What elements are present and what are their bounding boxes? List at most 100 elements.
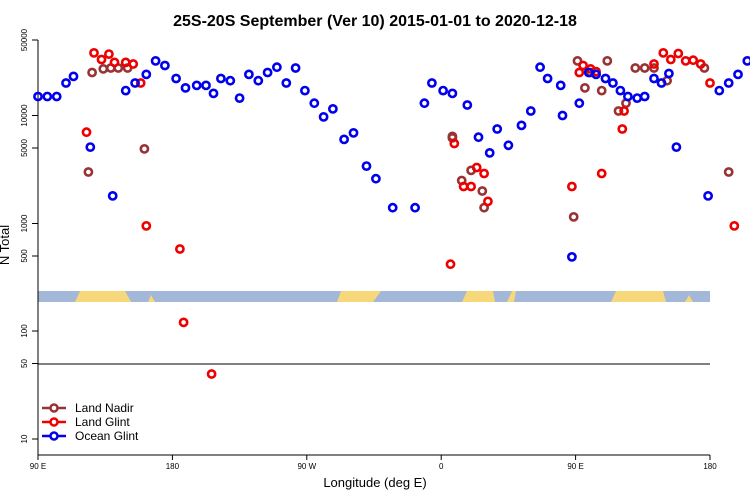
x-tick-label-180-1: 180 (166, 462, 180, 471)
point-ocean-glint-3 (61, 78, 71, 88)
point-land-nadir-23 (649, 63, 659, 73)
point-land-glint-2 (96, 54, 107, 65)
point-ocean-glint-14 (191, 80, 202, 91)
point-land-glint-25 (617, 124, 628, 134)
point-land-nadir-17 (596, 85, 607, 96)
point-ocean-glint-66 (714, 85, 725, 96)
series-ocean-glint (33, 56, 750, 262)
point-ocean-glint-27 (309, 98, 320, 109)
land-region-africa (462, 291, 495, 302)
point-ocean-glint-1 (42, 91, 53, 102)
point-land-glint-16 (471, 162, 482, 173)
point-ocean-glint-47 (535, 62, 545, 73)
point-land-glint-12 (445, 259, 456, 270)
y-tick-label-500: 500 (20, 249, 29, 263)
point-ocean-glint-7 (120, 85, 131, 96)
point-ocean-glint-45 (516, 120, 527, 131)
legend-marker-ocean-glint (49, 431, 59, 441)
point-ocean-glint-4 (68, 71, 79, 82)
land-region-australia (75, 291, 131, 302)
y-tick-label-5000: 5000 (20, 139, 29, 157)
point-land-glint-6 (128, 59, 139, 69)
surface-band (38, 291, 710, 302)
point-ocean-glint-43 (492, 124, 503, 134)
point-land-glint-7 (135, 78, 146, 88)
point-ocean-glint-63 (664, 68, 674, 79)
land-region-islands (148, 295, 155, 302)
point-land-glint-33 (695, 59, 706, 69)
point-ocean-glint-2 (51, 91, 62, 102)
y-tick-label-10000: 10000 (20, 104, 29, 127)
point-ocean-glint-22 (262, 67, 273, 78)
point-ocean-glint-24 (281, 78, 292, 88)
point-land-nadir-22 (639, 63, 650, 73)
point-ocean-glint-50 (557, 110, 568, 121)
x-axis-label: Longitude (deg E) (323, 475, 426, 490)
point-ocean-glint-46 (525, 106, 536, 116)
point-land-glint-24 (596, 168, 607, 179)
legend-item-land-glint: Land Glint (42, 415, 130, 429)
point-ocean-glint-61 (649, 73, 659, 84)
point-land-glint-28 (658, 48, 669, 58)
point-ocean-glint-18 (225, 75, 236, 86)
point-land-glint-4 (109, 57, 120, 68)
chart-title: 25S-20S September (Ver 10) 2015-01-01 to… (173, 13, 577, 30)
series-land-glint (81, 48, 740, 379)
point-ocean-glint-49 (555, 80, 566, 91)
point-land-glint-8 (141, 220, 152, 231)
point-land-glint-17 (479, 168, 489, 179)
point-land-glint-29 (665, 54, 676, 65)
point-ocean-glint-39 (447, 88, 458, 99)
point-ocean-glint-38 (438, 85, 448, 96)
y-tick-label-50: 50 (20, 359, 29, 368)
point-land-glint-20 (574, 67, 585, 78)
point-land-nadir-6 (139, 143, 150, 154)
land-region-australia-repeat (611, 291, 666, 302)
point-ocean-glint-60 (639, 91, 650, 102)
point-land-glint-21 (578, 60, 588, 71)
point-ocean-glint-36 (419, 98, 430, 109)
plot-frame (37, 40, 710, 456)
x-tick-label-90-e-4: 90 E (567, 462, 583, 471)
legend-label-ocean-glint: Ocean Glint (75, 429, 139, 443)
point-ocean-glint-56 (608, 78, 618, 88)
land-region-madagascar (507, 291, 516, 302)
point-land-nadir-15 (580, 83, 590, 93)
point-ocean-glint-67 (723, 78, 734, 88)
point-ocean-glint-5 (85, 142, 96, 152)
point-ocean-glint-26 (299, 85, 310, 96)
point-ocean-glint-48 (542, 73, 553, 84)
point-ocean-glint-55 (600, 73, 611, 84)
point-ocean-glint-32 (361, 161, 372, 171)
point-land-glint-35 (729, 220, 740, 231)
point-land-glint-27 (649, 59, 659, 69)
point-ocean-glint-64 (671, 142, 682, 152)
point-ocean-glint-11 (159, 60, 170, 71)
point-land-glint-30 (673, 48, 684, 59)
point-ocean-glint-10 (150, 56, 161, 66)
point-ocean-glint-12 (171, 73, 181, 84)
point-land-nadir-0 (83, 167, 94, 177)
point-ocean-glint-30 (339, 134, 349, 145)
y-axis-label: N Total (0, 225, 12, 265)
x-tick-label-180-5: 180 (703, 462, 717, 471)
point-ocean-glint-51 (567, 251, 577, 262)
point-land-glint-19 (567, 181, 577, 192)
point-ocean-glint-15 (201, 80, 211, 91)
legend-item-land-nadir: Land Nadir (42, 401, 134, 415)
y-tick-label-1000: 1000 (20, 214, 29, 232)
point-ocean-glint-0 (33, 91, 43, 102)
point-ocean-glint-21 (253, 75, 264, 86)
point-land-nadir-14 (572, 56, 583, 66)
point-land-glint-15 (466, 181, 476, 192)
point-ocean-glint-23 (271, 62, 282, 73)
point-land-nadir-11 (477, 186, 488, 196)
point-land-glint-0 (81, 127, 92, 138)
point-ocean-glint-17 (215, 73, 226, 84)
point-land-glint-32 (688, 55, 699, 66)
legend-item-ocean-glint: Ocean Glint (42, 429, 139, 443)
point-ocean-glint-25 (290, 63, 301, 73)
point-land-nadir-18 (602, 56, 613, 66)
point-land-glint-26 (619, 106, 629, 116)
